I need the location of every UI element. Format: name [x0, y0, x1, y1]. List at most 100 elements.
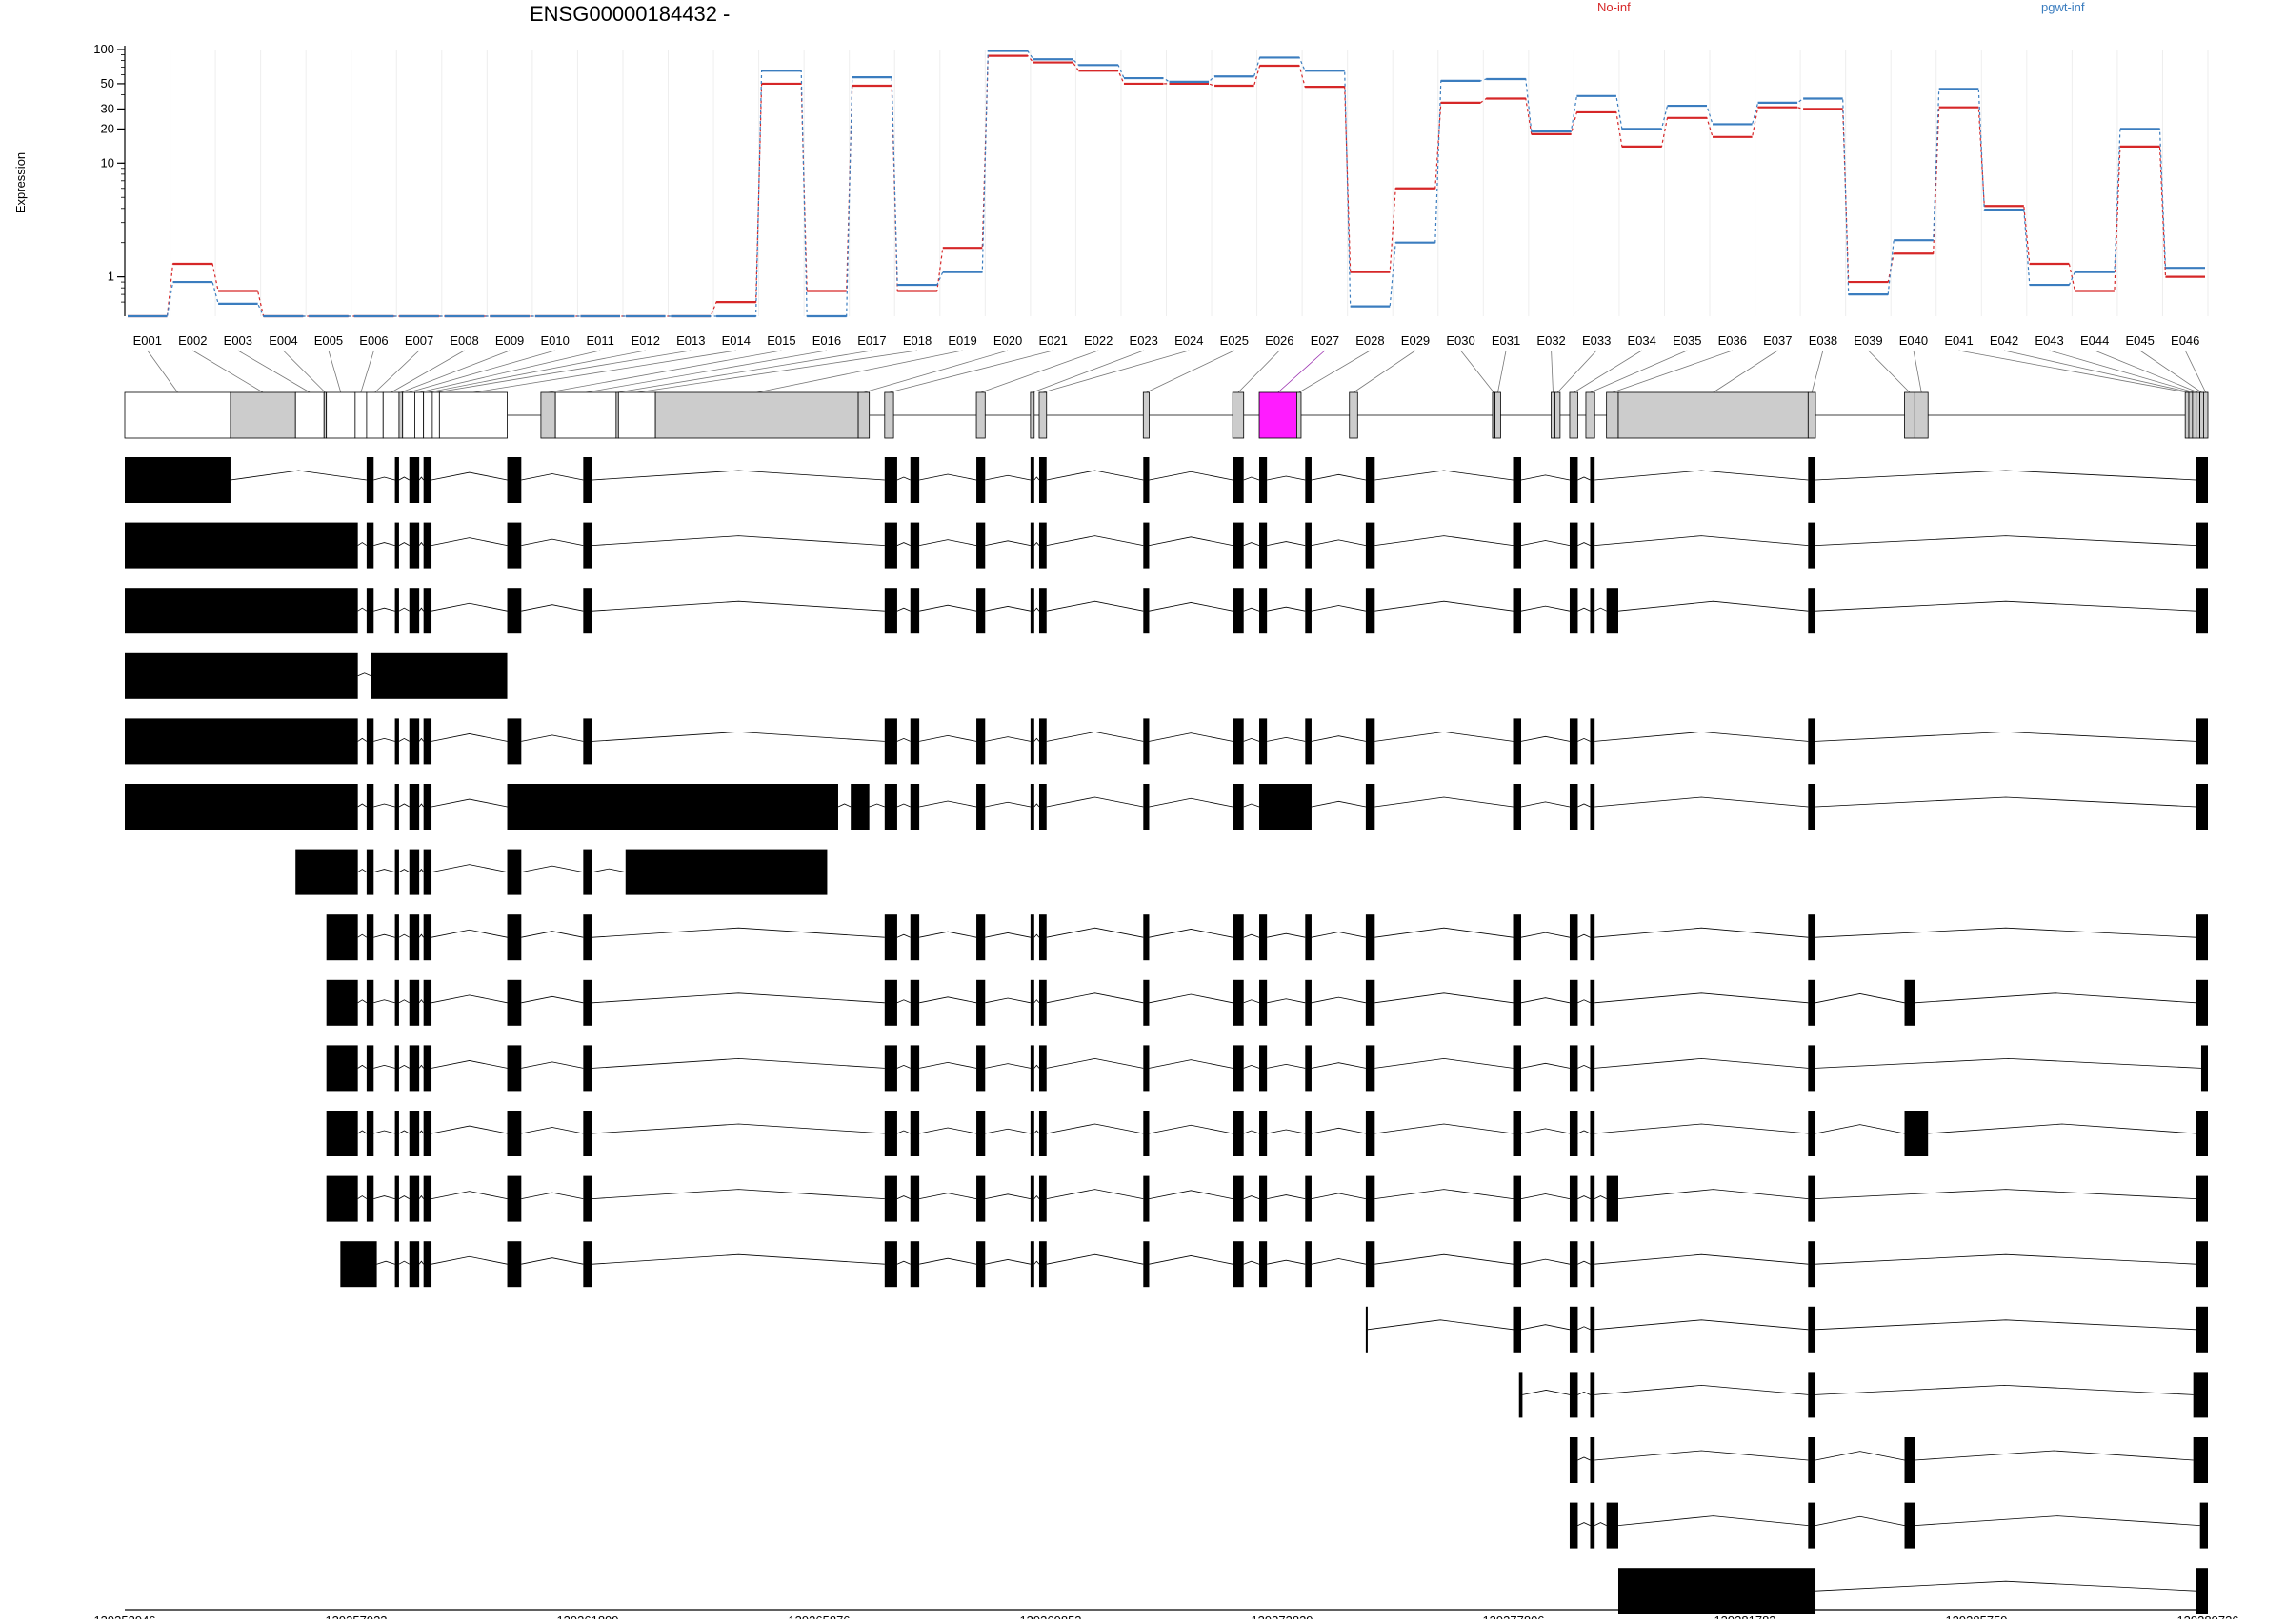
exon-bin-e023: [1030, 391, 1035, 439]
intron-line: [521, 1127, 584, 1134]
transcript-exon: [1143, 588, 1150, 634]
intron-line: [376, 1260, 395, 1265]
transcript-exon: [2196, 718, 2208, 765]
exon-label-e006: E006: [359, 333, 388, 348]
transcript-exon: [2196, 1175, 2208, 1222]
exon-bin-e010: [402, 391, 415, 439]
intron-line: [896, 476, 911, 481]
connector-e014: [472, 350, 736, 393]
intron-line: [521, 1192, 584, 1199]
transcript-exon: [1259, 914, 1268, 961]
transcript-exon: [976, 457, 986, 503]
intron-line: [1149, 1255, 1233, 1265]
transcript-exon: [1904, 1111, 1929, 1156]
intron-line: [1267, 1063, 1306, 1069]
transcript-exon: [409, 849, 420, 895]
intron-line: [1577, 1064, 1591, 1069]
transcript-exon: [423, 1175, 432, 1222]
genomic-tick-label: 139381783: [1714, 1614, 1775, 1619]
intron-line: [1046, 535, 1144, 546]
transcript-exon: [1305, 1111, 1312, 1156]
intron-line: [418, 1130, 424, 1134]
intron-line: [1243, 1260, 1260, 1265]
connector-e028: [1298, 350, 1371, 393]
intron-line: [418, 1194, 424, 1199]
transcript-exon: [1038, 1111, 1047, 1156]
connector-e011: [418, 350, 601, 393]
intron-line: [373, 803, 395, 808]
transcript-exon: [1808, 914, 1816, 961]
transcript-exon: [1590, 1306, 1595, 1353]
intron-line: [398, 542, 410, 546]
transcript-exon: [1606, 1502, 1618, 1549]
transcript-exon: [976, 1175, 986, 1222]
transcript-10: [326, 1045, 2208, 1092]
intron-line: [1046, 1123, 1144, 1134]
exon-label-e035: E035: [1673, 333, 1701, 348]
genomic-tick-label: 139369853: [1019, 1614, 1081, 1619]
transcript-exon: [423, 718, 432, 765]
transcript-exon: [1305, 457, 1312, 503]
intron-line: [418, 737, 424, 742]
intron-line: [896, 1260, 911, 1265]
exon-label-e026: E026: [1265, 333, 1293, 348]
transcript-exon: [1365, 588, 1375, 634]
intron-line: [1594, 1253, 1809, 1265]
transcript-exon: [394, 522, 399, 569]
transcript-exon: [1513, 1241, 1522, 1288]
transcript-exon: [409, 1045, 420, 1092]
transcript-exon: [583, 588, 592, 634]
intron-line: [896, 607, 911, 612]
intron-line: [1815, 1451, 1905, 1461]
intron-line: [357, 1130, 368, 1134]
intron-line: [1311, 735, 1366, 742]
transcript-exon: [884, 522, 897, 569]
intron-line: [592, 535, 885, 546]
intron-line: [398, 869, 410, 872]
intron-line: [1374, 992, 1514, 1004]
transcript-exon: [910, 784, 920, 830]
transcript-exon: [1259, 718, 1268, 765]
intron-line: [1374, 535, 1514, 546]
intron-line: [431, 864, 508, 872]
intron-line: [1594, 1057, 1809, 1069]
transcript-exon: [1259, 1111, 1268, 1156]
intron-line: [357, 803, 368, 808]
transcript-exon: [884, 1175, 897, 1222]
intron-line: [373, 542, 395, 546]
exon-label-e028: E028: [1355, 333, 1384, 348]
transcript-exon: [371, 652, 508, 699]
transcript-exon: [507, 979, 522, 1026]
intron-line: [1815, 470, 2196, 481]
intron-line: [357, 737, 368, 742]
transcript-exon: [1038, 1241, 1047, 1288]
intron-line: [1577, 803, 1591, 808]
transcript-exon: [2196, 914, 2208, 961]
intron-line: [1374, 1189, 1514, 1199]
intron-line: [373, 869, 395, 872]
transcript-exon: [394, 1175, 399, 1222]
connector-e007: [374, 350, 420, 393]
transcript-exon: [884, 914, 897, 961]
exon-bin-e007: [366, 391, 384, 439]
transcript-exon: [366, 1045, 374, 1092]
intron-line: [1520, 1324, 1571, 1331]
intron-line: [398, 607, 410, 612]
transcript-exon: [1513, 979, 1522, 1026]
intron-line: [592, 1123, 885, 1134]
transcript-exon: [1569, 1502, 1578, 1549]
intron-line: [592, 470, 885, 481]
connector-e017: [617, 350, 872, 393]
connector-e006: [360, 350, 374, 393]
intron-line: [919, 931, 977, 938]
intron-line: [357, 607, 368, 612]
transcript-exon: [583, 718, 592, 765]
intron-line: [1915, 992, 2196, 1004]
intron-line: [1577, 1456, 1591, 1461]
intron-line: [1267, 475, 1306, 481]
intron-line: [1594, 1522, 1607, 1526]
transcript-exon: [366, 718, 374, 765]
intron-line: [398, 1195, 410, 1199]
intron-line: [1033, 1194, 1040, 1199]
transcript-exon: [1305, 1241, 1312, 1288]
